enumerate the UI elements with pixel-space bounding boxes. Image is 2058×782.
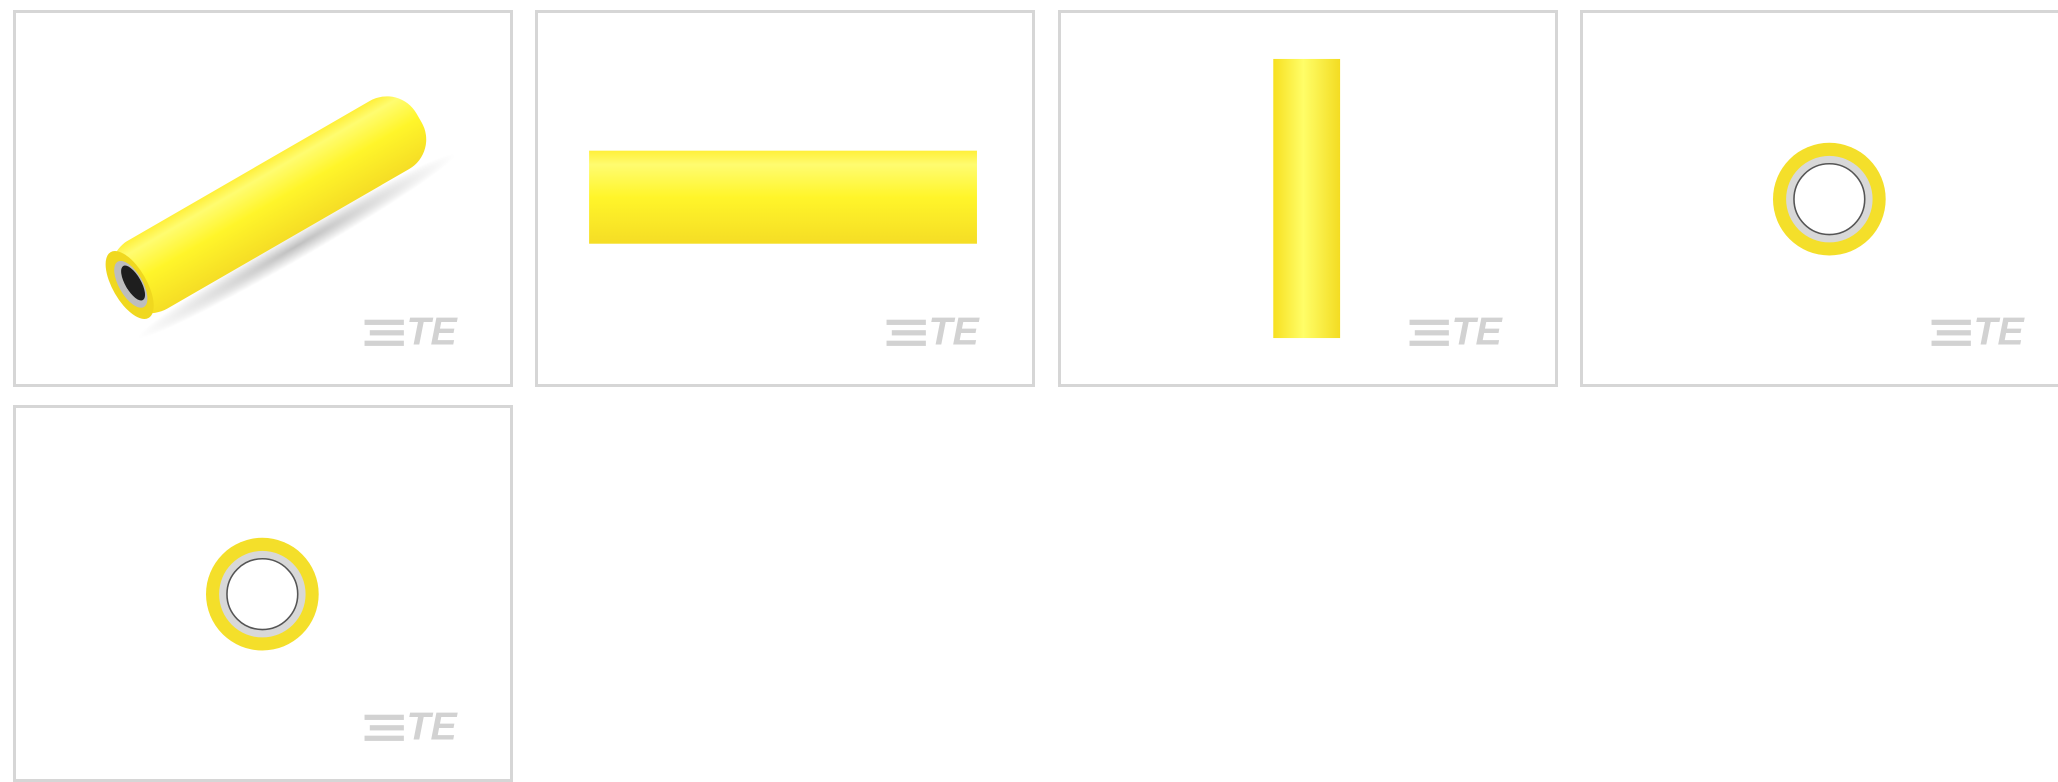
logo-text: TE (406, 705, 458, 749)
product-image: TE (589, 150, 980, 354)
logo-text: TE (406, 310, 458, 354)
product-image: TE (1773, 142, 2025, 354)
logo-text: TE (1451, 310, 1503, 354)
logo-text: TE (1973, 310, 2025, 354)
product-image: TE (105, 96, 458, 354)
thumbnail[interactable]: TE (13, 405, 513, 782)
thumbnail[interactable]: TE (1058, 10, 1558, 387)
brand-logo: TE (886, 310, 980, 354)
brand-logo: TE (364, 705, 458, 749)
product-image: TE (206, 537, 458, 749)
product-image: TE (1273, 58, 1503, 354)
brand-logo: TE (1409, 310, 1503, 354)
thumbnail[interactable]: TE (535, 10, 1035, 387)
thumbnail[interactable]: TE (13, 10, 513, 387)
brand-logo: TE (364, 310, 458, 354)
logo-text: TE (928, 310, 980, 354)
thumbnail[interactable]: TE (1580, 10, 2058, 387)
brand-logo: TE (1931, 310, 2025, 354)
